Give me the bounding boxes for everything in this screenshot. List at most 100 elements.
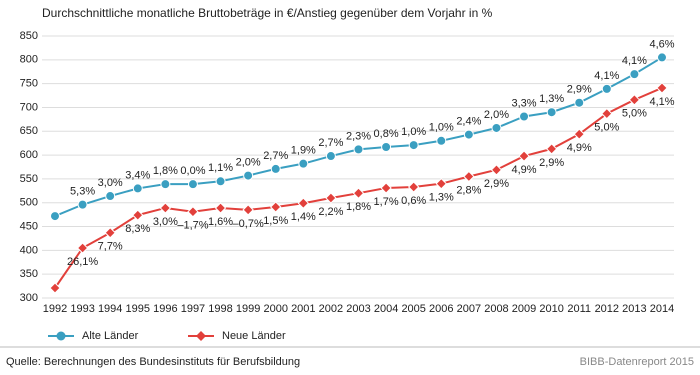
legend-label: Alte Länder (82, 330, 139, 342)
change-label: 2,3% (346, 130, 371, 142)
change-label: 2,9% (567, 84, 592, 96)
marker (76, 242, 89, 254)
marker (519, 111, 530, 122)
marker (132, 183, 143, 194)
y-tick-label: 400 (20, 244, 38, 256)
change-label: 2,4% (456, 116, 481, 128)
y-tick-label: 300 (20, 292, 38, 304)
x-tick-label: 2000 (263, 303, 287, 315)
change-label: 2,0% (236, 156, 261, 168)
change-label: 0,6% (401, 195, 426, 207)
x-tick-label: 2003 (346, 303, 370, 315)
marker (436, 135, 447, 146)
marker (105, 191, 116, 202)
x-tick-label: 2008 (484, 303, 508, 315)
marker (629, 69, 640, 80)
change-label: 1,8% (346, 201, 371, 213)
x-tick-label: 2006 (429, 303, 453, 315)
marker (546, 107, 557, 118)
marker (49, 282, 61, 294)
y-tick-label: 750 (20, 78, 38, 90)
change-label: 1,0% (429, 122, 454, 134)
change-label: 4,1% (594, 70, 619, 82)
change-label: 1,8% (153, 165, 178, 177)
source: Quelle: Berechnungen des Bundesinstituts… (6, 356, 300, 368)
publisher: BIBB-Datenreport 2015 (580, 356, 694, 368)
y-tick-label: 350 (20, 268, 38, 280)
marker (352, 187, 365, 199)
x-tick-label: 1997 (181, 303, 205, 315)
change-label: 4,9% (512, 164, 537, 176)
marker (657, 52, 667, 63)
marker (214, 202, 227, 214)
change-label: 1,3% (429, 192, 454, 204)
change-label: 4,9% (567, 142, 592, 154)
change-label: 3,0% (98, 177, 123, 189)
change-label: 1,6% (208, 216, 233, 228)
change-label: –1,7% (177, 220, 208, 232)
y-tick-label: 700 (20, 101, 38, 113)
change-label: 0,0% (180, 165, 205, 177)
change-label: 7,7% (98, 241, 123, 253)
change-label: 3,3% (512, 97, 537, 109)
change-label: 5,3% (70, 186, 95, 198)
change-label: 2,9% (539, 157, 564, 169)
x-tick-label: 2012 (595, 303, 619, 315)
x-tick-label: 2013 (622, 303, 646, 315)
y-tick-label: 450 (20, 220, 38, 232)
change-label: 3,4% (125, 169, 150, 181)
marker (353, 144, 364, 155)
marker (132, 209, 144, 221)
x-tick-label: 2014 (650, 303, 674, 315)
change-label: 2,9% (484, 178, 509, 190)
marker (242, 204, 254, 216)
x-tick-label: 1994 (98, 303, 122, 315)
marker (574, 97, 585, 108)
x-tick-label: 2007 (457, 303, 481, 315)
change-label: 0,8% (374, 128, 399, 140)
marker (463, 129, 474, 140)
marker (408, 140, 419, 151)
change-label: 2,7% (318, 137, 343, 149)
change-label: 3,0% (153, 216, 178, 228)
change-label: 26,1% (67, 256, 98, 268)
change-label: 1,5% (263, 215, 288, 227)
x-tick-label: 1996 (153, 303, 177, 315)
x-tick-label: 1993 (70, 303, 94, 315)
marker (187, 179, 198, 190)
marker (463, 170, 475, 183)
marker (187, 206, 199, 218)
change-label: 1,4% (291, 211, 316, 223)
marker (297, 197, 310, 209)
marker (601, 83, 612, 94)
change-label: 4,6% (649, 38, 674, 50)
y-tick-label: 550 (20, 173, 38, 185)
marker (325, 151, 336, 162)
x-tick-label: 2002 (319, 303, 343, 315)
change-label: 2,2% (318, 206, 343, 218)
marker (601, 107, 613, 120)
change-label: 2,8% (456, 184, 481, 196)
legend-label: Neue Länder (222, 330, 286, 342)
marker (270, 201, 282, 213)
marker (490, 164, 503, 176)
marker (298, 158, 309, 169)
change-label: –0,7% (233, 218, 264, 230)
x-tick-label: 1998 (208, 303, 232, 315)
marker (545, 143, 558, 155)
y-tick-label: 800 (20, 54, 38, 66)
change-label: 8,3% (125, 223, 150, 235)
y-tick-label: 600 (20, 149, 38, 161)
change-label: 2,7% (263, 150, 288, 162)
x-tick-label: 1992 (43, 303, 67, 315)
marker (656, 82, 668, 94)
marker (243, 170, 254, 181)
x-tick-label: 2011 (567, 303, 591, 315)
x-tick-label: 2005 (401, 303, 425, 315)
marker (50, 211, 60, 222)
change-label: 1,1% (208, 162, 233, 174)
marker (77, 199, 88, 210)
marker (573, 128, 585, 140)
marker (628, 94, 641, 106)
x-tick-label: 2001 (291, 303, 315, 315)
